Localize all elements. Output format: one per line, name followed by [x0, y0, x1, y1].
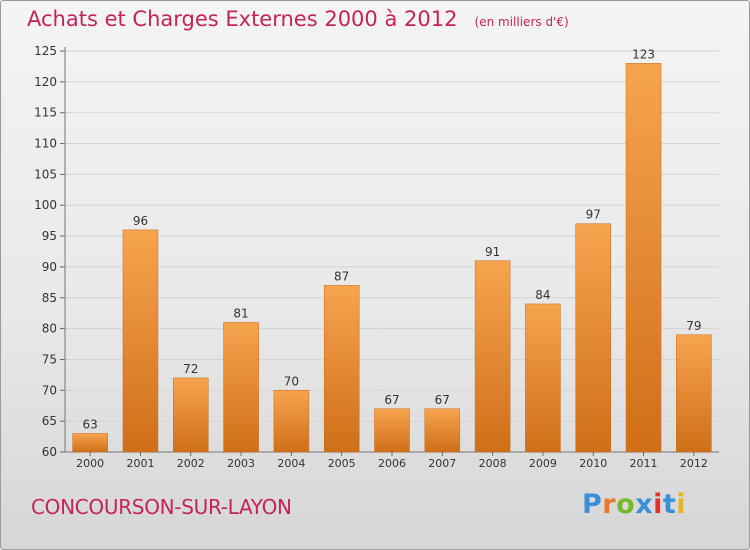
x-tick-label: 2004: [277, 457, 305, 470]
x-tick-label: 2005: [328, 457, 356, 470]
y-tick-label: 120: [34, 75, 57, 89]
data-label: 81: [233, 306, 248, 320]
bar-2001: [122, 229, 159, 453]
data-label: 123: [632, 47, 655, 61]
y-tick-label: 100: [34, 198, 57, 212]
data-label: 97: [586, 208, 601, 222]
bar-2004: [273, 390, 310, 453]
logo-letter: o: [616, 489, 636, 520]
x-tick-label: 2009: [529, 457, 557, 470]
logo-letter: P: [582, 489, 603, 520]
x-tick-label: 2011: [630, 457, 658, 470]
y-tick-label: 95: [42, 229, 57, 243]
data-label: 67: [435, 393, 450, 407]
x-tick-label: 2006: [378, 457, 406, 470]
chart-unit: (en milliers d'€): [474, 15, 569, 29]
axes: 60 65 70 75 80 85 90 95 100 105 110 115 120 125 2000 20…: [34, 44, 719, 470]
logo-letter: t: [662, 489, 677, 520]
title-row: Achats et Charges Externes 2000 à 2012 (…: [27, 7, 569, 31]
bar-2009: [525, 303, 561, 453]
y-tick-label: 115: [34, 106, 57, 120]
brand-logo: Proxiti: [582, 489, 686, 520]
y-tick-label: 60: [42, 445, 57, 459]
y-tick-label: 90: [42, 260, 57, 274]
bar-2002: [173, 377, 209, 453]
data-label: 91: [485, 245, 500, 259]
bar-2011: [625, 63, 662, 453]
chart-title: Achats et Charges Externes 2000 à 2012: [27, 7, 458, 31]
x-tick-label: 2000: [76, 457, 104, 470]
data-label: 96: [133, 214, 148, 228]
x-tick-label: 2008: [479, 457, 507, 470]
data-label: 63: [83, 417, 98, 431]
x-tick-label: 2003: [227, 457, 255, 470]
y-tick-label: 70: [42, 383, 57, 397]
bar-2003: [223, 322, 259, 453]
data-label: 84: [535, 288, 550, 302]
y-tick-label: 65: [42, 414, 57, 428]
bar-2012: [676, 334, 712, 453]
x-tick-label: 2002: [177, 457, 205, 470]
bar-2008: [474, 260, 511, 453]
bar-2007: [424, 408, 461, 453]
data-label: 67: [384, 393, 399, 407]
y-tick-label: 105: [34, 167, 57, 181]
logo-letter: i: [676, 489, 687, 520]
logo-letter: i: [653, 489, 663, 520]
y-tick-label: 125: [34, 44, 57, 58]
data-label: 72: [183, 362, 198, 376]
data-label: 87: [334, 269, 349, 283]
commune-name: CONCOURSON-SUR-LAYON: [31, 495, 292, 519]
logo-letter: r: [602, 489, 617, 520]
logo-letter: x: [635, 489, 654, 520]
bar-2005: [323, 285, 360, 453]
bar-2000: [72, 433, 108, 453]
data-label: 70: [284, 374, 299, 388]
data-labels: 63 96 72 81 70 87 67 67 91 84 97 123 79: [83, 47, 702, 431]
y-tick-label: 110: [34, 137, 57, 151]
bar-2006: [374, 408, 410, 453]
x-tick-label: 2001: [126, 457, 154, 470]
bar-2010: [575, 223, 611, 453]
data-label: 79: [686, 319, 701, 333]
y-tick-label: 80: [42, 322, 57, 336]
x-tick-label: 2007: [428, 457, 456, 470]
x-tick-label: 2010: [579, 457, 607, 470]
y-tick-label: 85: [42, 291, 57, 305]
y-tick-label: 75: [42, 352, 57, 366]
x-tick-label: 2012: [680, 457, 708, 470]
bars: [72, 63, 712, 453]
